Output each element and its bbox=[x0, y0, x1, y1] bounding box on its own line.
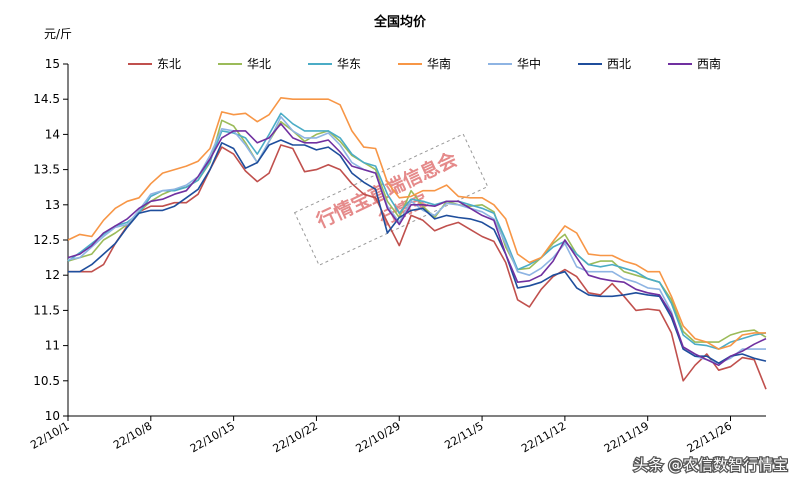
x-tick-label: 22/10/15 bbox=[188, 419, 237, 455]
y-tick-label: 10 bbox=[45, 409, 60, 423]
legend-label: 西北 bbox=[607, 57, 631, 71]
series-line-1 bbox=[68, 144, 767, 390]
y-axis-unit: 元/斤 bbox=[44, 27, 72, 41]
x-tick-label: 22/10/22 bbox=[271, 419, 320, 455]
series-line-6 bbox=[68, 139, 767, 365]
legend-label: 华中 bbox=[517, 56, 541, 71]
chart-title: 全国均价 bbox=[373, 14, 427, 30]
y-tick-label: 15 bbox=[45, 57, 60, 71]
y-tick-label: 10.5 bbox=[33, 374, 60, 388]
x-tick-label: 22/10/1 bbox=[28, 419, 71, 451]
series-line-5 bbox=[67, 116, 766, 365]
legend-label: 华东 bbox=[337, 57, 361, 71]
x-tick-label: 22/11/5 bbox=[442, 419, 485, 451]
x-tick-label: 22/11/12 bbox=[519, 419, 568, 455]
x-tick-label: 22/11/26 bbox=[685, 419, 734, 455]
series-line-2 bbox=[67, 119, 767, 343]
y-tick-label: 14.5 bbox=[33, 92, 60, 106]
footer-attribution: 头条 @农信数智行情宝 bbox=[633, 456, 788, 474]
y-tick-label: 11.5 bbox=[33, 303, 60, 317]
x-tick-label: 22/11/19 bbox=[602, 419, 651, 455]
legend-label: 华南 bbox=[427, 56, 451, 71]
y-tick-label: 11 bbox=[45, 339, 60, 353]
legend-label: 东北 bbox=[157, 57, 181, 71]
series-line-3 bbox=[67, 112, 767, 350]
series-line-4 bbox=[67, 97, 766, 350]
x-tick-label: 22/10/29 bbox=[353, 419, 402, 455]
y-tick-label: 12 bbox=[45, 268, 60, 282]
y-tick-label: 12.5 bbox=[33, 233, 60, 247]
chart-legend: 东北 华北 华东 华南 华中 西北 西南 bbox=[128, 56, 721, 71]
series-line-7 bbox=[67, 123, 767, 367]
y-tick-label: 13.5 bbox=[33, 163, 60, 177]
x-tick-label: 22/10/8 bbox=[111, 419, 154, 451]
legend-label: 西南 bbox=[697, 56, 721, 71]
y-tick-label: 13 bbox=[45, 198, 60, 212]
y-tick-label: 14 bbox=[45, 127, 60, 141]
legend-label: 华北 bbox=[247, 57, 271, 71]
series-group bbox=[67, 97, 767, 390]
chart-axes: 10 10.5 11 11.5 12 12.5 13 13.5 14 14.5 15 22/10/1 2… bbox=[28, 57, 766, 455]
